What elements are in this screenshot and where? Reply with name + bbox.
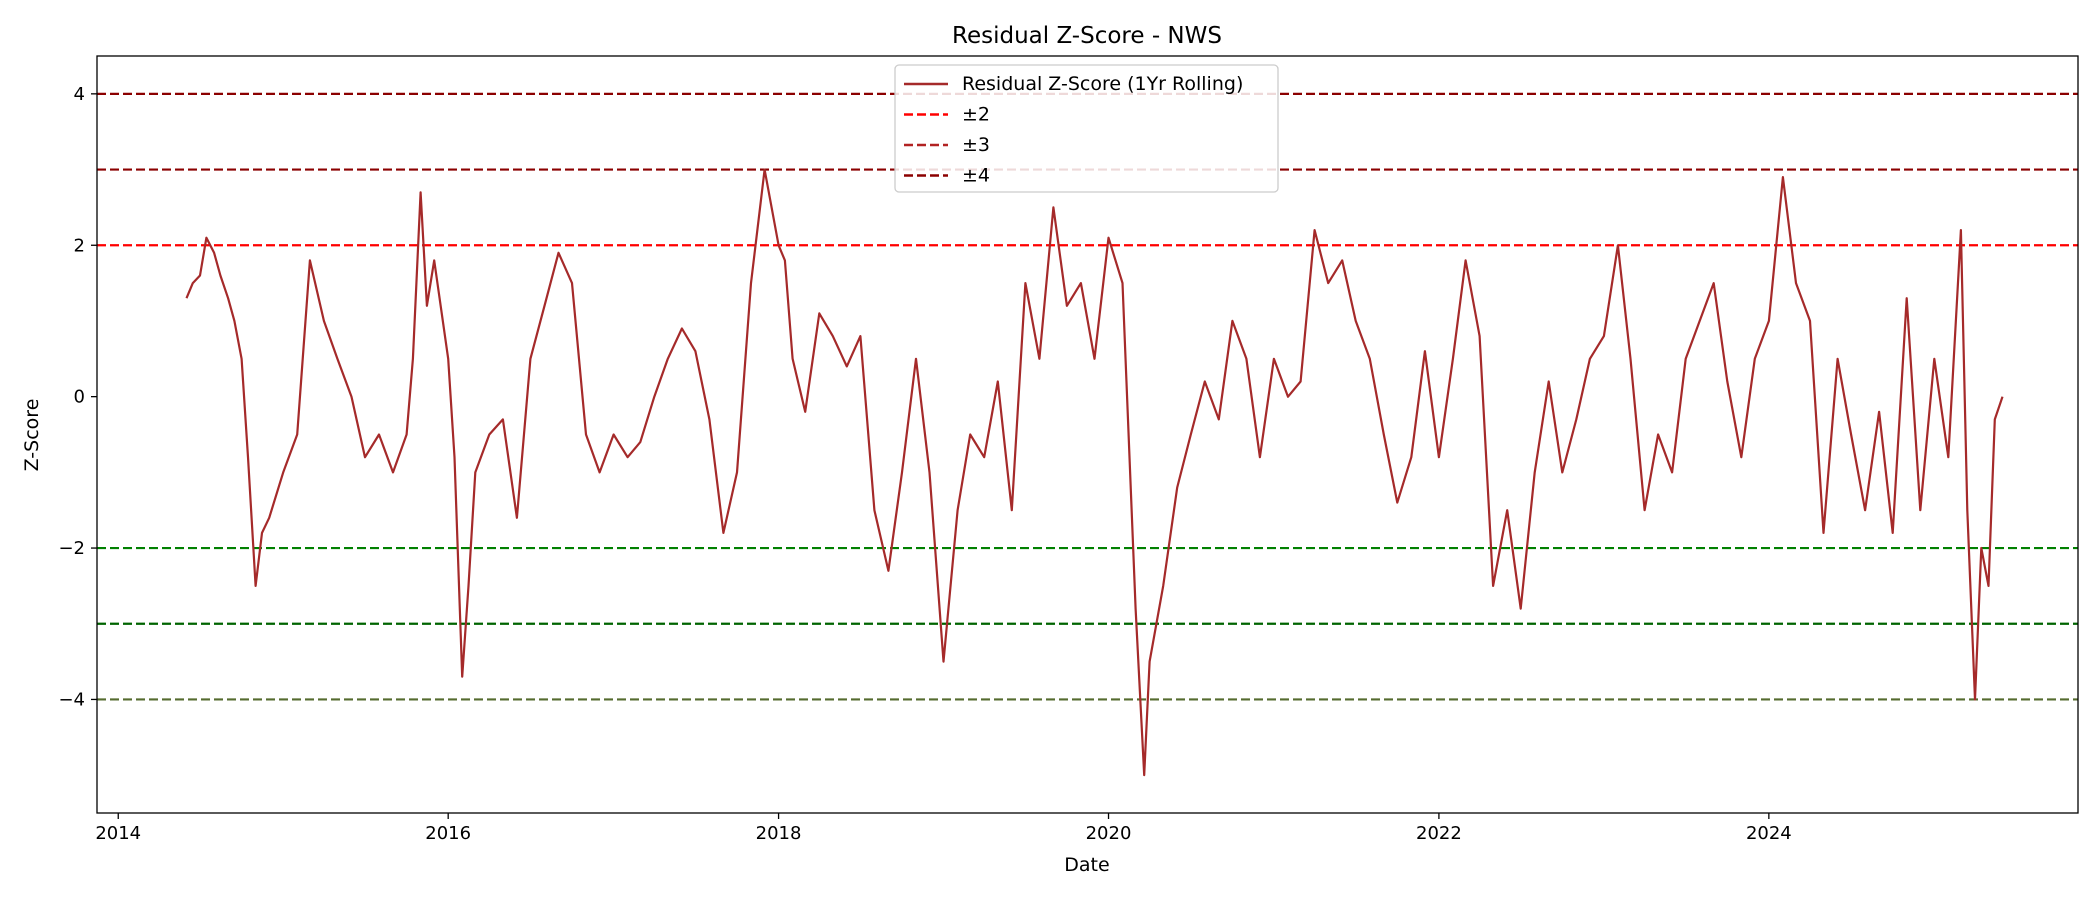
legend-label-0: Residual Z-Score (1Yr Rolling) — [962, 73, 1243, 95]
chart-title: Residual Z-Score - NWS — [952, 23, 1222, 49]
x-tick-label: 2016 — [425, 823, 471, 844]
x-tick-label: 2022 — [1416, 823, 1462, 844]
legend-items: Residual Z-Score (1Yr Rolling) ±2 ±3 ±4 — [904, 73, 1243, 187]
series-line-0 — [185, 168, 2004, 777]
x-tick-label: 2018 — [756, 823, 802, 844]
y-axis-label: Z-Score — [21, 399, 43, 472]
x-tick-label: 2024 — [1746, 823, 1792, 844]
y-tick-label: 0 — [74, 387, 85, 408]
legend-label-2: ±3 — [962, 134, 990, 156]
x-axis: 2014 2016 2018 2020 2022 2024 — [95, 813, 1792, 844]
x-axis-label: Date — [1064, 854, 1109, 876]
y-tick-label: −4 — [58, 689, 85, 710]
y-tick-label: 2 — [74, 235, 85, 256]
y-axis: −4 −2 0 2 4 — [58, 84, 97, 710]
legend: Residual Z-Score (1Yr Rolling) ±2 ±3 ±4 — [894, 64, 1279, 193]
legend-box — [894, 64, 1279, 193]
legend-label-1: ±2 — [962, 104, 990, 126]
series-layer — [185, 168, 2004, 777]
x-tick-label: 2020 — [1086, 823, 1132, 844]
y-tick-label: −2 — [58, 538, 85, 559]
x-tick-label: 2014 — [95, 823, 141, 844]
y-tick-label: 4 — [74, 84, 85, 105]
plot-frame — [96, 55, 2079, 814]
legend-label-3: ±4 — [962, 165, 990, 187]
